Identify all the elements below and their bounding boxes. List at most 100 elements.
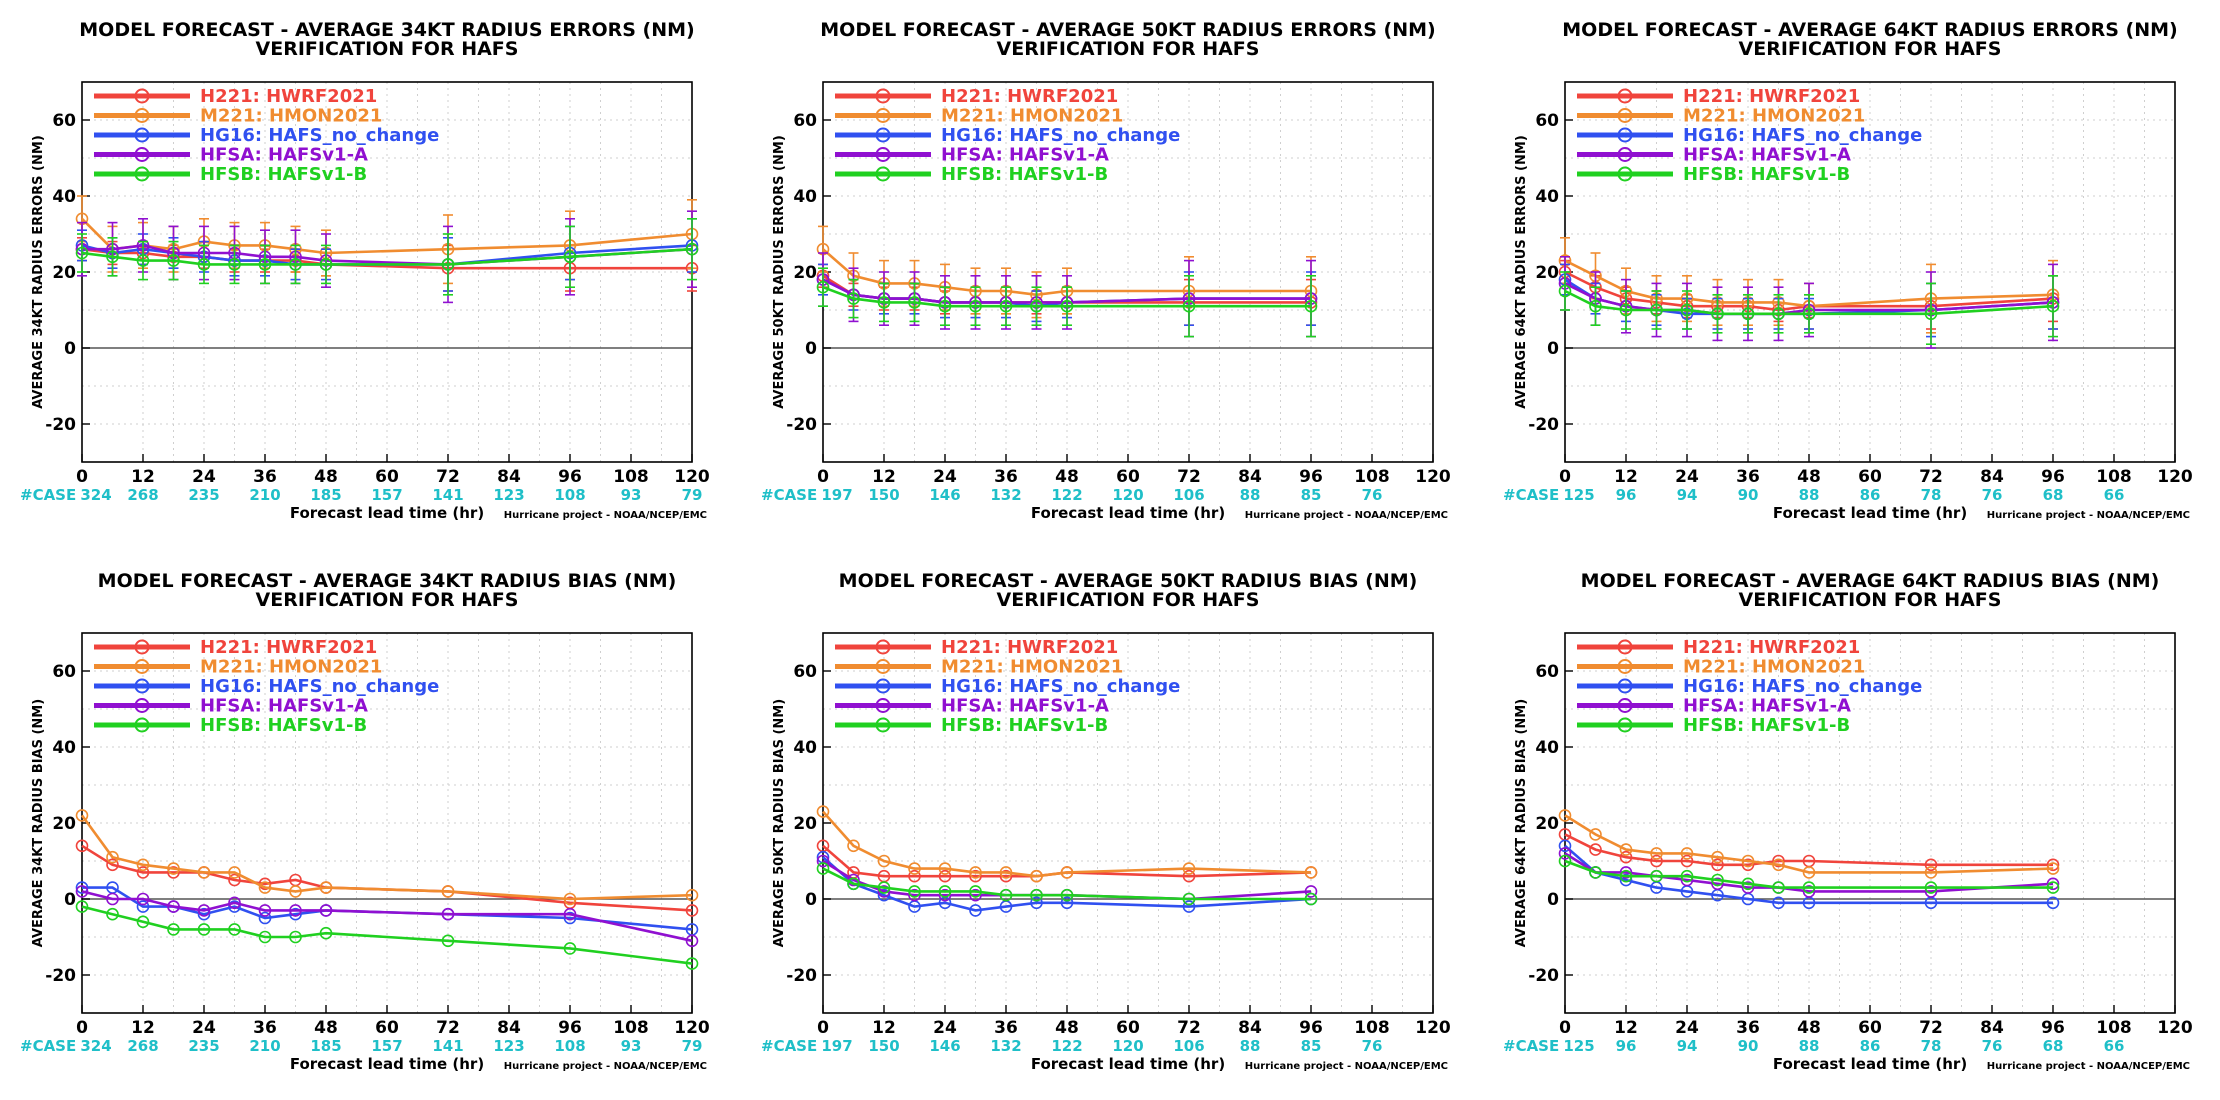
data-point <box>2046 881 2060 894</box>
chart-title: MODEL FORECAST - AVERAGE 50KT RADIUS BIA… <box>839 570 1418 592</box>
y-axis-label: AVERAGE 34KT RADIUS BIAS (NM) <box>31 699 46 947</box>
legend-marker <box>875 659 891 674</box>
data-point <box>289 885 302 898</box>
x-tick-label: 60 <box>1116 467 1140 487</box>
data-point <box>908 885 921 898</box>
legend-marker <box>1617 108 1633 123</box>
legend-marker <box>1617 147 1633 162</box>
legend-entry: HG16: HAFS_no_change <box>200 676 439 697</box>
data-point <box>1680 869 1694 883</box>
data-point <box>1182 869 1196 883</box>
data-point <box>106 850 119 864</box>
data-point <box>1741 307 1755 321</box>
legend-entry: HFSB: HAFSv1-B <box>1683 164 1850 185</box>
y-tick-label: -20 <box>45 415 76 435</box>
case-count: 85 <box>1301 1037 1322 1055</box>
data-point <box>75 885 89 898</box>
x-tick-label: 60 <box>1858 467 1882 487</box>
data-point <box>136 858 150 872</box>
case-count: 85 <box>1301 486 1322 504</box>
y-tick-label: 20 <box>1535 814 1559 834</box>
legend-entry: HG16: HAFS_no_change <box>941 676 1180 697</box>
data-point <box>1060 866 1074 879</box>
legend-marker <box>875 639 891 655</box>
x-tick-label: 48 <box>1797 1018 1821 1038</box>
data-point <box>1772 854 1785 868</box>
data-point <box>969 885 982 898</box>
x-tick-label: 12 <box>872 467 896 487</box>
data-point <box>816 805 830 818</box>
panel-2: MODEL FORECAST - AVERAGE 50KT RADIUS ERR… <box>761 19 1451 522</box>
legend-entry: H221: HWRF2021 <box>941 637 1118 658</box>
case-count: 185 <box>310 486 341 504</box>
series-hfsb <box>75 900 699 970</box>
data-point <box>1060 299 1074 313</box>
data-point <box>1741 854 1755 868</box>
x-tick-label: 60 <box>1858 1018 1882 1038</box>
data-point <box>685 957 699 970</box>
data-point <box>1030 869 1043 883</box>
legend-marker <box>134 678 150 694</box>
x-axis-label: Forecast lead time (hr) <box>290 504 484 522</box>
chart-subtitle: VERIFICATION FOR HAFS <box>256 38 519 60</box>
panel-3: MODEL FORECAST - AVERAGE 64KT RADIUS ERR… <box>1503 19 2193 522</box>
y-tick-label: 40 <box>1535 738 1559 758</box>
data-point <box>2046 858 2060 872</box>
y-tick-label: -20 <box>45 966 76 986</box>
case-count: 141 <box>432 486 463 504</box>
x-tick-label: 12 <box>131 467 155 487</box>
x-tick-label: 36 <box>1736 1018 1760 1038</box>
data-point <box>228 873 241 887</box>
y-tick-label: 20 <box>52 814 76 834</box>
x-tick-label: 36 <box>1736 467 1760 487</box>
data-point <box>563 250 577 264</box>
x-tick-label: 24 <box>192 467 216 487</box>
x-tick-label: 72 <box>1177 467 1201 487</box>
case-count: 122 <box>1051 1037 1082 1055</box>
x-tick-label: 72 <box>1919 1018 1943 1038</box>
case-count: 86 <box>1860 1037 1881 1055</box>
legend-entry: HFSA: HAFSv1-A <box>200 145 368 166</box>
x-tick-label: 108 <box>613 1018 649 1038</box>
chart-subtitle: VERIFICATION FOR HAFS <box>256 589 519 611</box>
data-point <box>1680 303 1694 317</box>
series-line <box>822 867 1311 901</box>
x-tick-label: 36 <box>253 467 277 487</box>
series-m221 <box>75 809 699 906</box>
data-point <box>2046 299 2060 313</box>
case-count: 76 <box>1982 486 2003 504</box>
data-point <box>1030 896 1043 910</box>
chart-subtitle: VERIFICATION FOR HAFS <box>1739 38 2002 60</box>
data-point <box>999 888 1013 902</box>
y-tick-label: 20 <box>1535 263 1559 283</box>
legend-entry: HFSA: HAFSv1-A <box>941 145 1109 166</box>
y-tick-label: 60 <box>1535 111 1559 131</box>
case-count: 210 <box>249 1037 280 1055</box>
data-point <box>106 892 119 906</box>
data-point <box>289 258 302 271</box>
case-count: 79 <box>682 1037 703 1055</box>
x-tick-label: 48 <box>1055 467 1079 487</box>
data-point <box>319 904 333 917</box>
data-point <box>847 839 860 853</box>
data-point <box>816 862 830 875</box>
y-tick-label: 0 <box>1547 339 1559 359</box>
legend-entry: H221: HWRF2021 <box>200 637 377 658</box>
data-point <box>563 892 577 906</box>
data-point <box>197 923 211 936</box>
case-count-label: #CASE <box>761 1037 817 1055</box>
data-point <box>1711 307 1724 321</box>
case-count: 146 <box>929 1037 960 1055</box>
y-tick-label: 60 <box>52 662 76 682</box>
legend-entry: H221: HWRF2021 <box>200 86 377 107</box>
case-count: 93 <box>621 486 642 504</box>
data-point <box>877 885 891 898</box>
legend-entry: HG16: HAFS_no_change <box>1683 125 1922 146</box>
case-count: 146 <box>929 486 960 504</box>
data-point <box>1772 858 1785 872</box>
series-m221 <box>816 805 1318 883</box>
y-tick-label: 40 <box>52 187 76 207</box>
x-tick-label: 0 <box>76 1018 88 1038</box>
